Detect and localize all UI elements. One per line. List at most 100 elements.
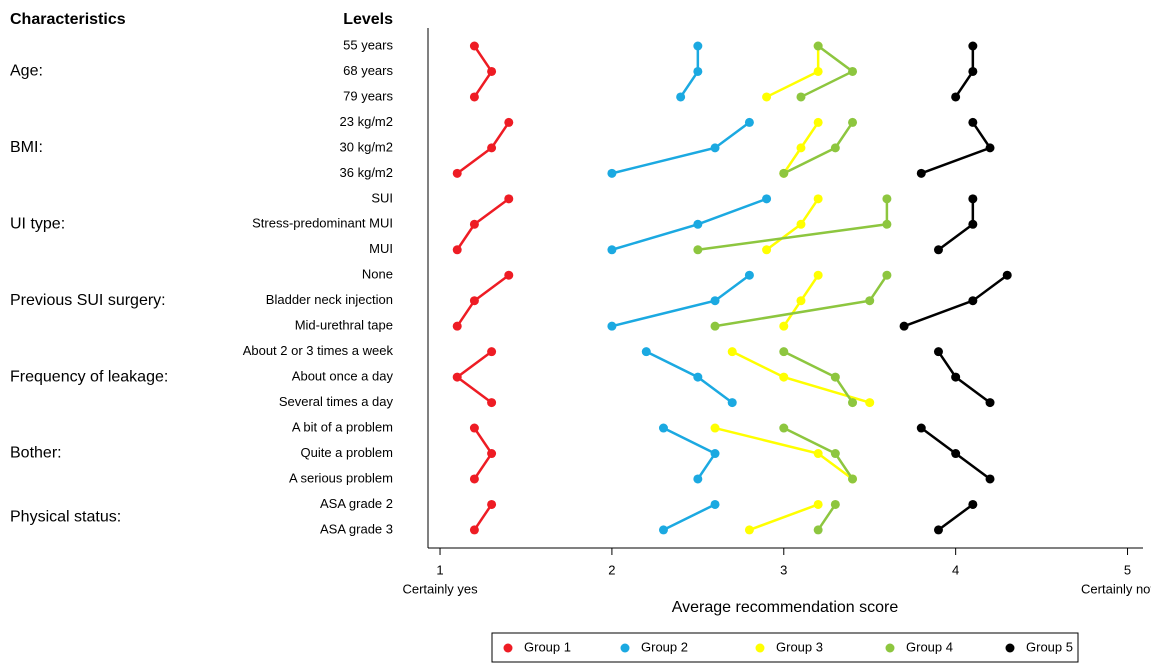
data-point xyxy=(607,168,617,178)
data-point xyxy=(848,474,858,484)
group-label: Bother: xyxy=(10,445,62,462)
series-line xyxy=(473,503,493,531)
data-point xyxy=(968,194,978,204)
series-line xyxy=(456,274,510,327)
data-point xyxy=(452,321,462,331)
data-point xyxy=(487,143,497,153)
series-line xyxy=(765,198,820,251)
data-point xyxy=(658,525,668,535)
data-point xyxy=(469,92,479,102)
data-point xyxy=(796,296,806,306)
data-point xyxy=(487,449,497,459)
series-line xyxy=(748,503,819,532)
series-line xyxy=(697,198,889,251)
level-label: About 2 or 3 times a week xyxy=(243,343,394,358)
group-label: UI type: xyxy=(10,216,65,233)
series-line xyxy=(611,197,768,251)
data-point xyxy=(848,117,858,127)
legend-box xyxy=(491,632,1079,663)
level-header: Levels xyxy=(343,11,393,28)
x-tick-label: 2 xyxy=(608,562,615,577)
row-header: Characteristics xyxy=(10,11,126,28)
data-point xyxy=(933,245,943,255)
data-point xyxy=(985,398,995,408)
series-line xyxy=(937,350,991,404)
data-point xyxy=(641,347,651,357)
data-point xyxy=(710,296,720,306)
data-point xyxy=(882,194,892,204)
data-point xyxy=(744,270,754,280)
data-point xyxy=(693,219,703,229)
data-point xyxy=(504,117,514,127)
series-line xyxy=(645,350,733,404)
legend-label: Group 3 xyxy=(776,639,823,654)
data-point xyxy=(968,66,978,76)
group-label: Previous SUI surgery: xyxy=(10,292,166,309)
group-label: Physical status: xyxy=(10,508,121,525)
series-line xyxy=(662,426,717,480)
series-line xyxy=(611,121,751,175)
data-point xyxy=(469,525,479,535)
legend-marker xyxy=(885,643,895,653)
data-point xyxy=(693,372,703,382)
data-point xyxy=(744,525,754,535)
x-axis-title: Average recommendation score xyxy=(672,599,899,616)
series-line xyxy=(903,274,1008,328)
data-point xyxy=(985,143,995,153)
data-point xyxy=(848,66,858,76)
data-point xyxy=(985,474,995,484)
data-point xyxy=(693,66,703,76)
data-point xyxy=(744,117,754,127)
legend-marker xyxy=(620,643,630,653)
legend-label: Group 1 xyxy=(524,639,571,654)
series-line xyxy=(937,198,975,251)
series-line xyxy=(456,121,510,175)
data-point xyxy=(933,347,943,357)
data-point xyxy=(504,194,514,204)
data-point xyxy=(469,41,479,51)
data-point xyxy=(779,423,789,433)
data-point xyxy=(710,499,720,509)
data-point xyxy=(469,219,479,229)
data-point xyxy=(658,423,668,433)
data-point xyxy=(813,449,823,459)
legend-marker xyxy=(1005,643,1015,653)
level-label: About once a day xyxy=(292,369,394,384)
data-point xyxy=(968,499,978,509)
data-point xyxy=(779,321,789,331)
data-point xyxy=(968,219,978,229)
data-point xyxy=(882,219,892,229)
x-tick-label: 5 xyxy=(1124,562,1131,577)
level-label: A bit of a problem xyxy=(292,419,393,434)
level-label: 79 years xyxy=(343,88,393,103)
x-tick-label: 4 xyxy=(952,562,959,577)
data-point xyxy=(693,474,703,484)
data-point xyxy=(710,321,720,331)
series-line xyxy=(611,274,751,328)
data-point xyxy=(865,398,875,408)
legend-label: Group 4 xyxy=(906,639,953,654)
legend-marker xyxy=(503,643,513,653)
data-point xyxy=(676,92,686,102)
series-line xyxy=(783,121,854,175)
level-label: 23 kg/m2 xyxy=(340,114,393,129)
data-point xyxy=(933,525,943,535)
data-point xyxy=(916,168,926,178)
level-label: None xyxy=(362,267,393,282)
data-point xyxy=(607,321,617,331)
level-label: A serious problem xyxy=(289,470,393,485)
data-point xyxy=(693,41,703,51)
legend-label: Group 2 xyxy=(641,639,688,654)
x-end-label: Certainly yes xyxy=(402,581,478,596)
data-point xyxy=(469,296,479,306)
data-point xyxy=(830,449,840,459)
legend-marker xyxy=(755,643,765,653)
data-point xyxy=(779,372,789,382)
series-line xyxy=(456,197,510,251)
data-point xyxy=(452,168,462,178)
level-label: 30 kg/m2 xyxy=(340,139,393,154)
level-label: Bladder neck injection xyxy=(266,292,393,307)
series-line xyxy=(455,350,493,404)
data-point xyxy=(813,194,823,204)
data-point xyxy=(762,194,772,204)
